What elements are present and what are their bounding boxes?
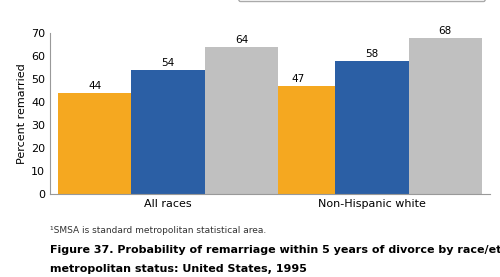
Legend: Central city, Other SMSA¹, Not SMSA¹: Central city, Other SMSA¹, Not SMSA¹: [238, 0, 485, 1]
Text: metropolitan status: United States, 1995: metropolitan status: United States, 1995: [50, 264, 307, 274]
Bar: [205, 47, 278, 194]
Bar: [58, 93, 132, 194]
Bar: [408, 38, 482, 194]
Bar: [132, 70, 205, 194]
Text: 68: 68: [438, 26, 452, 36]
Bar: [262, 86, 335, 194]
Text: Figure 37. Probability of remarriage within 5 years of divorce by race/ethnicity: Figure 37. Probability of remarriage wit…: [50, 245, 500, 255]
Bar: [335, 61, 408, 194]
Y-axis label: Percent remarried: Percent remarried: [17, 63, 27, 164]
Text: 47: 47: [292, 74, 305, 84]
Text: 44: 44: [88, 81, 102, 91]
Text: 64: 64: [235, 35, 248, 45]
Text: 54: 54: [162, 58, 175, 68]
Text: ¹SMSA is standard metropolitan statistical area.: ¹SMSA is standard metropolitan statistic…: [50, 226, 266, 235]
Text: 58: 58: [365, 49, 378, 59]
